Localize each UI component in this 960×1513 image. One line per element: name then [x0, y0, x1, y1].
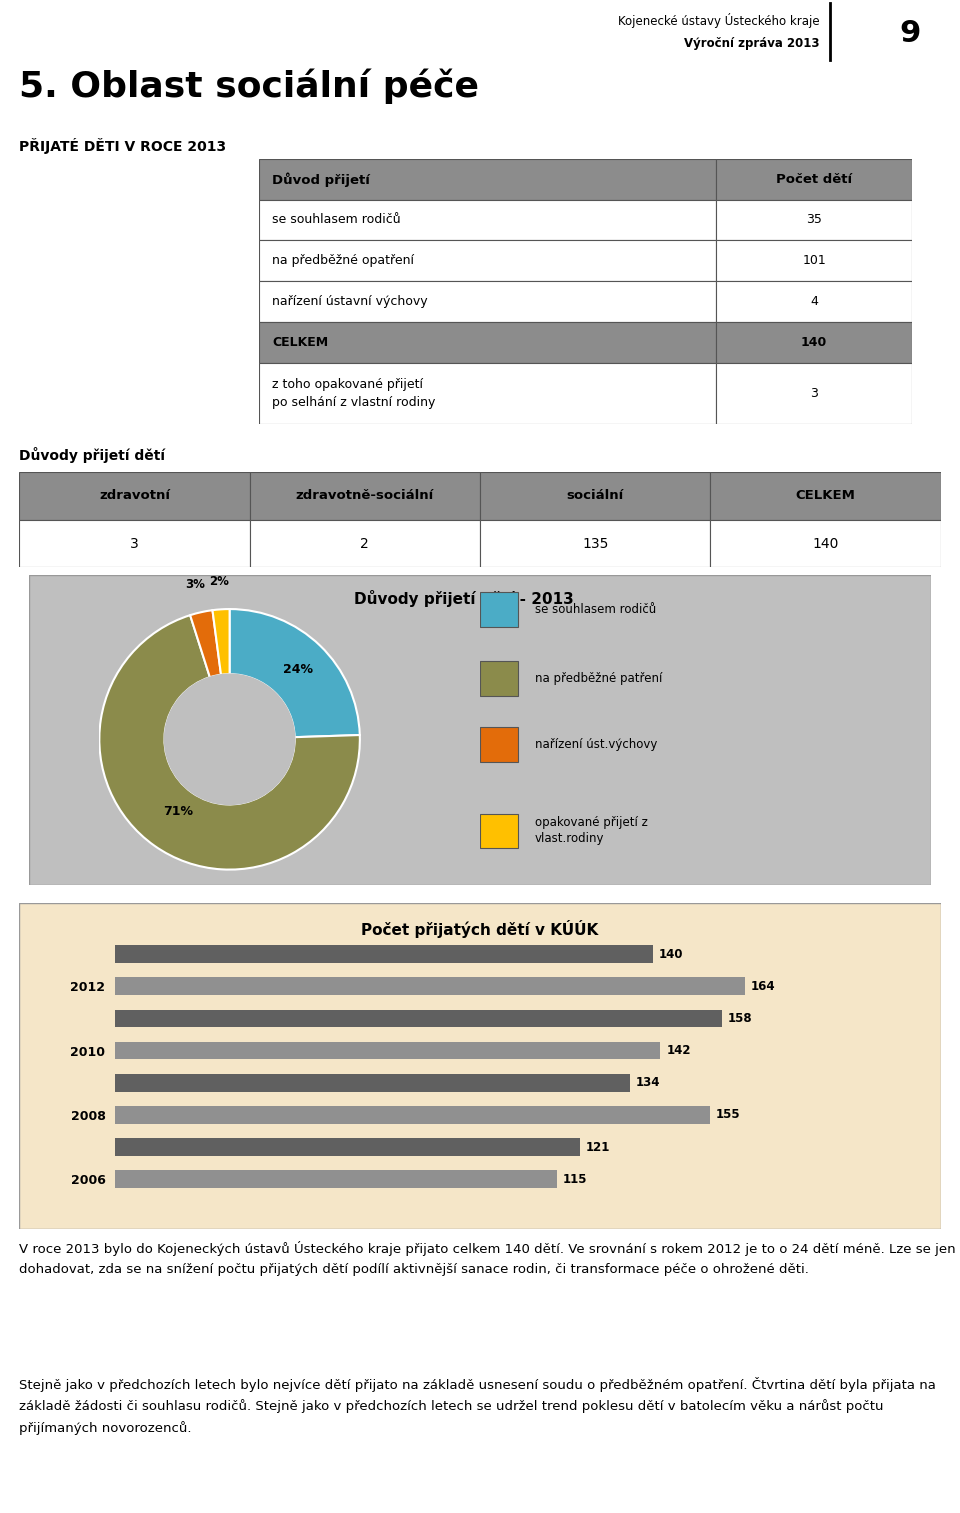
Text: V roce 2013 bylo do Kojeneckých ústavů Ústeckého kraje přijato celkem 140 dětí. : V roce 2013 bylo do Kojeneckých ústavů Ú… — [19, 1241, 956, 1275]
Bar — [19, 472, 250, 520]
Bar — [259, 322, 716, 363]
Text: se souhlasem rodičů: se souhlasem rodičů — [273, 213, 401, 227]
Wedge shape — [99, 616, 360, 870]
Bar — [250, 472, 480, 520]
Wedge shape — [229, 610, 360, 737]
Text: 2: 2 — [360, 537, 370, 551]
Bar — [480, 814, 518, 847]
Text: nařízení úst.výchovy: nařízení úst.výchovy — [535, 738, 658, 750]
Text: Počet přijatých dětí v KÚÚK: Počet přijatých dětí v KÚÚK — [361, 920, 599, 938]
Text: 9: 9 — [900, 18, 921, 47]
Bar — [115, 1042, 660, 1059]
Text: Počet dětí: Počet dětí — [776, 172, 852, 186]
Bar — [259, 363, 716, 424]
Text: 24%: 24% — [282, 663, 313, 676]
Text: se souhlasem rodičů: se souhlasem rodičů — [535, 604, 657, 616]
Text: CELKEM: CELKEM — [273, 336, 328, 348]
Bar — [250, 520, 480, 567]
Text: 4: 4 — [810, 295, 818, 309]
Bar — [480, 520, 710, 567]
Wedge shape — [212, 610, 229, 675]
Text: 140: 140 — [801, 336, 828, 348]
Text: PŘIJATÉ DĚTI V ROCE 2013: PŘIJATÉ DĚTI V ROCE 2013 — [19, 138, 227, 154]
Text: 135: 135 — [582, 537, 609, 551]
Text: 3: 3 — [810, 387, 818, 399]
Text: Kojenecké ústavy Ústeckého kraje: Kojenecké ústavy Ústeckého kraje — [618, 14, 820, 29]
Bar — [480, 592, 518, 626]
Bar — [19, 520, 250, 567]
Text: zdravotní: zdravotní — [99, 489, 170, 502]
Text: Výroční zpráva 2013: Výroční zpráva 2013 — [684, 36, 820, 50]
Text: 140: 140 — [812, 537, 839, 551]
Text: na předběžné opatření: na předběžné opatření — [273, 254, 415, 268]
Text: CELKEM: CELKEM — [796, 489, 855, 502]
Bar — [716, 200, 912, 241]
Text: 134: 134 — [636, 1076, 660, 1089]
Text: 121: 121 — [586, 1141, 610, 1153]
Text: opakované přijetí z
vlast.rodiny: opakované přijetí z vlast.rodiny — [535, 817, 648, 846]
Bar — [115, 1138, 580, 1156]
Text: Stejně jako v předchozích letech bylo nejvíce dětí přijato na základě usnesení s: Stejně jako v předchozích letech bylo ne… — [19, 1377, 936, 1436]
Text: 3%: 3% — [185, 578, 205, 592]
Text: 71%: 71% — [163, 805, 194, 819]
Bar — [115, 977, 745, 996]
Text: Důvody přijetí dětí - 2013: Důvody přijetí dětí - 2013 — [353, 590, 573, 607]
Bar — [115, 1074, 630, 1091]
Bar — [480, 472, 710, 520]
Text: zdravotně-sociální: zdravotně-sociální — [296, 489, 434, 502]
Bar — [115, 1009, 722, 1027]
Text: nařízení ústavní výchovy: nařízení ústavní výchovy — [273, 295, 428, 309]
Bar — [259, 159, 716, 200]
Text: z toho opakované přijetí
po selhání z vlastní rodiny: z toho opakované přijetí po selhání z vl… — [273, 378, 436, 409]
Bar — [710, 472, 941, 520]
Text: 35: 35 — [806, 213, 822, 227]
Bar — [716, 322, 912, 363]
Text: 115: 115 — [563, 1173, 588, 1186]
Bar — [716, 363, 912, 424]
Bar — [259, 241, 716, 281]
Text: 140: 140 — [659, 947, 684, 961]
Circle shape — [164, 675, 295, 805]
Wedge shape — [190, 610, 221, 678]
Text: 158: 158 — [728, 1012, 753, 1024]
Text: 2%: 2% — [209, 575, 229, 589]
Text: 5. Oblast sociální péče: 5. Oblast sociální péče — [19, 68, 479, 103]
Bar — [480, 728, 518, 763]
Bar — [716, 159, 912, 200]
Bar — [259, 281, 716, 322]
Bar — [259, 200, 716, 241]
Text: Důvod přijetí: Důvod přijetí — [273, 172, 371, 186]
Bar — [115, 946, 653, 962]
Bar — [115, 1106, 710, 1124]
Bar — [716, 281, 912, 322]
Text: Důvody přijetí dětí: Důvody přijetí dětí — [19, 448, 165, 463]
Bar — [716, 241, 912, 281]
Text: 3: 3 — [130, 537, 139, 551]
Bar — [115, 1171, 557, 1188]
Bar — [480, 661, 518, 696]
Text: 142: 142 — [666, 1044, 691, 1058]
Text: 101: 101 — [803, 254, 826, 268]
Text: 155: 155 — [716, 1109, 741, 1121]
Text: na předběžné patření: na předběžné patření — [535, 672, 662, 685]
Bar — [710, 520, 941, 567]
Text: sociální: sociální — [566, 489, 624, 502]
Text: 164: 164 — [751, 980, 776, 993]
